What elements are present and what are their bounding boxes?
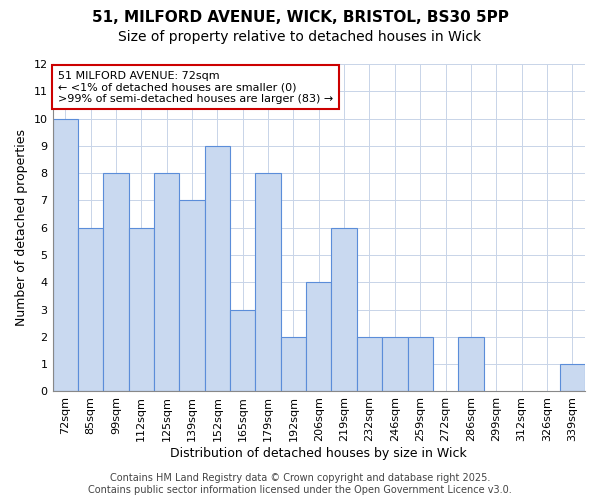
Bar: [179, 200, 205, 392]
Bar: [256, 173, 281, 392]
Bar: [306, 282, 331, 392]
Text: 51, MILFORD AVENUE, WICK, BRISTOL, BS30 5PP: 51, MILFORD AVENUE, WICK, BRISTOL, BS30 …: [92, 10, 508, 25]
Bar: [458, 337, 484, 392]
Bar: [78, 228, 103, 392]
Bar: [103, 173, 128, 392]
Bar: [357, 337, 382, 392]
Bar: [382, 337, 407, 392]
Y-axis label: Number of detached properties: Number of detached properties: [15, 129, 28, 326]
Bar: [281, 337, 306, 392]
Bar: [331, 228, 357, 392]
Bar: [154, 173, 179, 392]
Bar: [128, 228, 154, 392]
Bar: [407, 337, 433, 392]
Bar: [560, 364, 585, 392]
Text: Size of property relative to detached houses in Wick: Size of property relative to detached ho…: [118, 30, 482, 44]
Text: Contains HM Land Registry data © Crown copyright and database right 2025.
Contai: Contains HM Land Registry data © Crown c…: [88, 474, 512, 495]
X-axis label: Distribution of detached houses by size in Wick: Distribution of detached houses by size …: [170, 447, 467, 460]
Bar: [53, 118, 78, 392]
Bar: [205, 146, 230, 392]
Bar: [230, 310, 256, 392]
Text: 51 MILFORD AVENUE: 72sqm
← <1% of detached houses are smaller (0)
>99% of semi-d: 51 MILFORD AVENUE: 72sqm ← <1% of detach…: [58, 70, 333, 104]
